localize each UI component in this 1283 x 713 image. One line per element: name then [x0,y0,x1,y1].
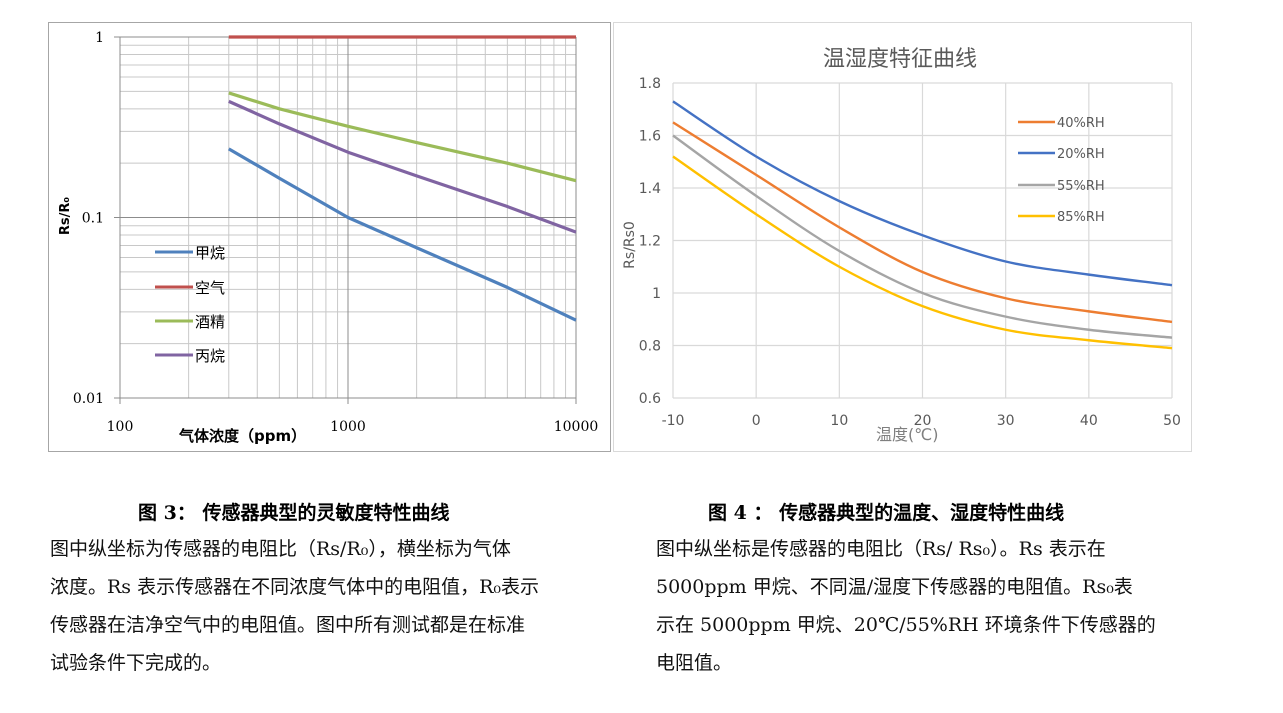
y-tick-label: 1.8 [639,76,661,92]
x-tick-label: 1000 [330,419,366,435]
figure3-line: 传感器在洁净空气中的电阻值。图中所有测试都是在标准 [50,614,526,636]
figure3-line: 试验条件下完成的。 [50,652,222,674]
temp-humidity-chart: 温湿度特征曲线 0.6 0.8 1 1.2 1.4 1.6 1.8 -10 0 10 20 30 40 50… [613,22,1192,452]
y-tick-label: 1 [95,30,104,46]
figure3-line: 图中纵坐标为传感器的电阻比（Rs/R₀），横坐标为气体 [50,538,511,560]
y-tick-label: 1.4 [639,181,661,197]
y-tick-label: 1 [652,286,661,302]
figure4-caption: 图 4 ： 传感器典型的温度、湿度特性曲线 [708,502,1065,524]
series-line-20%RH [672,100,1173,287]
legend-label: 丙烷 [195,347,225,365]
sensitivity-chart: 1 0.1 0.01 100 1000 10000 气体浓度（ppm） Rs/R₀ 甲烷空气酒精… [48,22,611,452]
figure4-line: 图中纵坐标是传感器的电阻比（Rs/ Rs₀）。Rs 表示在 [656,538,1106,560]
series-line-丙烷 [228,99,577,234]
legend-label: 85%RH [1057,210,1105,225]
x-tick-label: 10000 [554,419,599,435]
legend-label: 甲烷 [195,244,225,262]
y-tick-label: 0.1 [82,211,104,227]
x-tick-label: 0 [752,413,761,429]
chart-title: 温湿度特征曲线 [823,47,977,72]
x-tick-label: 50 [1163,413,1181,429]
figure3-caption: 图 3： 传感器典型的灵敏度特性曲线 [138,502,450,524]
y-tick-label: 1.6 [639,129,661,145]
legend-label: 20%RH [1057,147,1105,162]
legend-label: 55%RH [1057,179,1105,194]
y-tick-label: 0.8 [639,339,661,355]
legend-label: 酒精 [195,313,225,331]
y-tick-label: 0.01 [73,391,104,407]
figure4-line: 5000ppm 甲烷、不同温/湿度下传感器的电阻值。Rs₀表 [656,576,1133,598]
figure3-description: 图中纵坐标为传感器的电阻比（Rs/R₀），横坐标为气体 浓度。Rs 表示传感器在… [50,530,610,682]
x-tick-label: -10 [662,413,685,429]
x-tick-label: 100 [107,419,134,435]
x-tick-label: 10 [830,413,848,429]
legend-label: 40%RH [1057,116,1105,131]
series-line-85%RH [672,155,1173,350]
series-line-酒精 [228,91,577,183]
x-tick-label: 40 [1080,413,1098,429]
x-tick-label: 30 [997,413,1015,429]
figure4-line: 电阻值。 [656,652,733,674]
y-axis-title: Rs/Rs0 [622,221,638,269]
x-axis-title: 温度(℃) [876,425,938,444]
y-tick-label: 0.6 [639,391,661,407]
figure4-line: 示在 5000ppm 甲烷、20℃/55%RH 环境条件下传感器的 [656,614,1156,636]
figure4-description: 图中纵坐标是传感器的电阻比（Rs/ Rs₀）。Rs 表示在 5000ppm 甲烷… [656,530,1216,682]
series-line-甲烷 [227,147,577,322]
x-tick-label: 20 [914,413,932,429]
figure3-line: 浓度。Rs 表示传感器在不同浓度气体中的电阻值，R₀表示 [50,576,540,598]
series-line-55%RH [672,134,1173,339]
series-line-40%RH [672,121,1173,324]
y-tick-label: 1.2 [639,234,661,250]
x-axis-title: 气体浓度（ppm） [178,427,306,445]
temp-humidity-chart-plot: 温湿度特征曲线 0.6 0.8 1 1.2 1.4 1.6 1.8 -10 0 10 20 30 40 50… [622,47,1181,444]
legend-label: 空气 [195,279,225,297]
y-axis-title: Rs/R₀ [58,197,73,236]
